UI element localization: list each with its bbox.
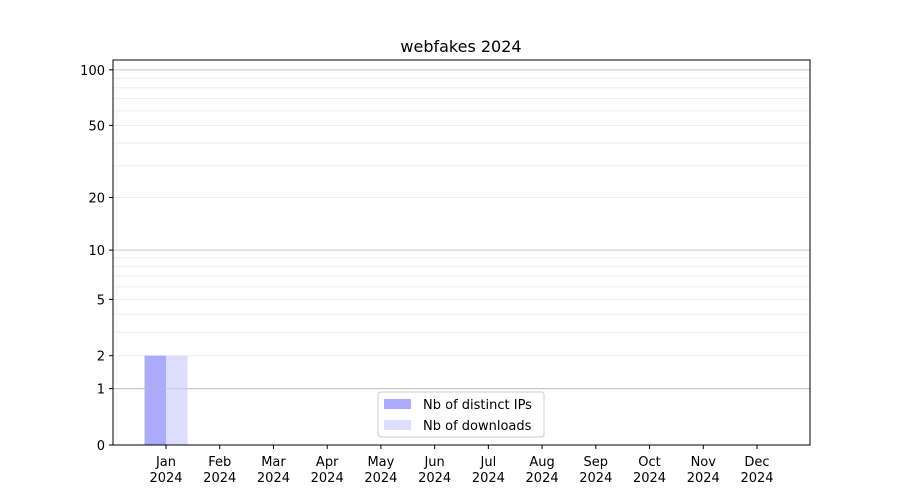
y-tick-label: 5 bbox=[97, 293, 105, 308]
x-axis: Jan2024Feb2024Mar2024Apr2024May2024Jun20… bbox=[149, 445, 774, 486]
y-tick-label: 0 bbox=[97, 439, 105, 454]
bars bbox=[113, 355, 810, 445]
x-tick-label-month: May bbox=[367, 455, 394, 470]
x-tick-label-month: Sep bbox=[584, 455, 609, 470]
y-tick-label: 10 bbox=[88, 244, 105, 259]
plot-frame bbox=[112, 59, 811, 446]
x-tick-label-year: 2024 bbox=[364, 471, 397, 486]
legend-label-downloads: Nb of downloads bbox=[423, 419, 532, 434]
x-tick-label-year: 2024 bbox=[472, 471, 505, 486]
x-tick-label-year: 2024 bbox=[633, 471, 666, 486]
y-tick-label: 100 bbox=[80, 64, 105, 79]
y-tick-label: 2 bbox=[97, 350, 105, 365]
x-tick-label-year: 2024 bbox=[687, 471, 720, 486]
x-tick-label-year: 2024 bbox=[740, 471, 773, 486]
y-tick-label: 50 bbox=[88, 119, 105, 134]
y-tick-label: 20 bbox=[88, 192, 105, 207]
x-tick-label-month: Feb bbox=[208, 455, 231, 470]
x-tick-label-month: Jul bbox=[480, 455, 497, 470]
legend: Nb of distinct IPs Nb of downloads bbox=[377, 391, 545, 438]
x-tick-label-month: Apr bbox=[316, 455, 339, 470]
x-tick-label-year: 2024 bbox=[311, 471, 344, 486]
legend-label-ips: Nb of distinct IPs bbox=[423, 398, 532, 413]
bar-downloads bbox=[166, 355, 188, 445]
x-tick-label-month: Jun bbox=[423, 455, 444, 470]
x-tick-label-year: 2024 bbox=[149, 471, 182, 486]
x-tick-label-month: Aug bbox=[529, 455, 554, 470]
x-tick-label-year: 2024 bbox=[203, 471, 236, 486]
chart-title: webfakes 2024 bbox=[400, 37, 521, 56]
x-tick-label-year: 2024 bbox=[418, 471, 451, 486]
x-tick-label-year: 2024 bbox=[257, 471, 290, 486]
x-tick-label-year: 2024 bbox=[579, 471, 612, 486]
x-tick-label-month: Jan bbox=[155, 455, 176, 470]
y-tick-label: 1 bbox=[97, 383, 105, 398]
legend-swatch-downloads bbox=[384, 420, 411, 430]
x-tick-label-month: Nov bbox=[691, 455, 717, 470]
bar-ips bbox=[144, 355, 166, 445]
x-tick-label-year: 2024 bbox=[526, 471, 559, 486]
y-axis: 0 1 2 5 10 20 50 100 bbox=[80, 64, 113, 454]
x-tick-label-month: Oct bbox=[638, 455, 660, 470]
legend-box bbox=[377, 391, 545, 438]
grid bbox=[113, 69, 810, 390]
x-tick-label-month: Dec bbox=[744, 455, 769, 470]
legend-swatch-ips bbox=[384, 399, 411, 409]
x-tick-label-month: Mar bbox=[261, 455, 286, 470]
